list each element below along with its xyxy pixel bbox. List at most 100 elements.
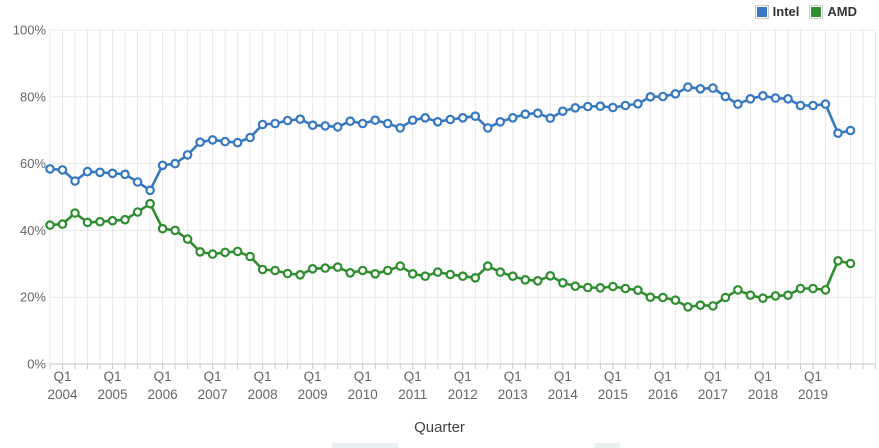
amd-marker [307, 263, 318, 274]
intel-marker [195, 137, 205, 148]
x-tick-year: 2011 [398, 387, 427, 402]
amd-marker [670, 295, 681, 306]
amd-marker [658, 292, 668, 303]
intel-marker [407, 115, 418, 126]
intel-marker [520, 109, 531, 120]
x-tick-quarter: Q1 [354, 369, 372, 384]
intel-marker [207, 135, 218, 145]
x-tick-year: 2018 [748, 387, 778, 402]
intel-marker [70, 176, 80, 186]
amd-marker [783, 290, 793, 301]
intel-marker [532, 108, 543, 119]
intel-marker [495, 117, 506, 127]
legend-item-amd[interactable]: AMD [809, 4, 857, 19]
gridlines [49, 30, 877, 369]
intel-marker [307, 120, 318, 131]
amd-marker [695, 300, 706, 311]
intel-marker [257, 119, 268, 130]
intel-marker [245, 132, 255, 143]
amd-marker [745, 290, 756, 301]
amd-marker [395, 261, 406, 271]
intel-marker [808, 100, 818, 111]
intel-marker [658, 91, 668, 102]
intel-marker [232, 137, 243, 148]
x-tick-year: 2004 [47, 387, 78, 402]
x-tick-quarter: Q1 [604, 369, 622, 384]
intel-marker [557, 106, 568, 117]
amd-marker [770, 291, 781, 301]
amd-marker [532, 275, 543, 286]
intel-marker [845, 125, 856, 136]
intel-marker [470, 111, 481, 122]
amd-marker [570, 281, 581, 292]
y-axis: 0% 20% 40% 60% 80% 100% [13, 23, 876, 372]
y-tick-label: 0% [27, 357, 46, 372]
amd-marker [195, 247, 205, 257]
amd-marker [557, 277, 568, 288]
intel-marker [345, 116, 356, 127]
y-tick-label: 20% [20, 290, 46, 305]
x-tick-year: 2007 [198, 387, 228, 402]
amd-marker [357, 265, 368, 276]
amd-marker [220, 247, 230, 258]
amd-marker [720, 292, 731, 303]
intel-series[interactable] [45, 82, 856, 196]
amd-marker [845, 258, 856, 269]
amd-marker [482, 261, 493, 271]
amd-marker [57, 219, 68, 229]
intel-marker [320, 121, 331, 131]
x-tick-year: 2014 [548, 387, 579, 402]
x-tick-quarter: Q1 [204, 369, 222, 384]
amd-marker [608, 281, 618, 292]
amd-marker [795, 283, 806, 294]
x-tick-quarter: Q1 [704, 369, 722, 384]
intel-marker [82, 166, 93, 177]
intel-marker [57, 165, 68, 175]
x-tick-quarter: Q1 [254, 369, 272, 384]
amd-marker [633, 285, 643, 296]
legend-label-intel: Intel [772, 4, 800, 19]
amd-marker [470, 272, 481, 283]
x-tick-quarter: Q1 [154, 369, 172, 384]
amd-marker [82, 217, 93, 228]
amd-marker [820, 285, 831, 295]
x-tick-quarter: Q1 [504, 369, 522, 384]
amd-marker [345, 267, 356, 278]
amd-series[interactable] [45, 198, 856, 312]
amd-marker [320, 263, 331, 273]
amd-marker [182, 234, 193, 244]
amd-marker [620, 283, 631, 294]
amd-marker [282, 268, 293, 279]
intel-marker [783, 94, 793, 104]
amd-marker [120, 214, 130, 225]
intel-marker [683, 82, 693, 92]
intel-marker [382, 118, 393, 129]
intel-marker [170, 158, 180, 169]
intel-marker [770, 93, 781, 103]
legend-item-intel[interactable]: Intel [754, 4, 800, 19]
amd-marker [645, 292, 656, 303]
partial-element-right [595, 443, 620, 448]
intel-marker [332, 122, 343, 132]
intel-marker [595, 101, 606, 112]
amd-marker [495, 267, 506, 277]
amd-marker [520, 274, 531, 285]
y-tick-label: 80% [20, 89, 46, 104]
intel-marker [633, 99, 643, 109]
x-tick-quarter: Q1 [754, 369, 772, 384]
intel-marker [395, 123, 406, 133]
x-axis: Q1 2004 Q1 2005 Q1 2006 Q1 2007 Q1 2008 Q1 2009 Q1 20… [47, 369, 828, 402]
legend-label-amd: AMD [827, 4, 857, 19]
x-tick-quarter: Q1 [554, 369, 572, 384]
x-tick-year: 2005 [98, 387, 128, 402]
y-tick-label: 60% [20, 156, 46, 171]
intel-marker [545, 113, 556, 124]
amd-marker [432, 267, 443, 277]
x-tick-year: 2017 [698, 387, 728, 402]
intel-marker [420, 113, 431, 123]
intel-marker [720, 91, 731, 102]
x-tick-year: 2009 [298, 387, 328, 402]
amd-marker [295, 269, 306, 280]
amd-marker [157, 223, 168, 234]
